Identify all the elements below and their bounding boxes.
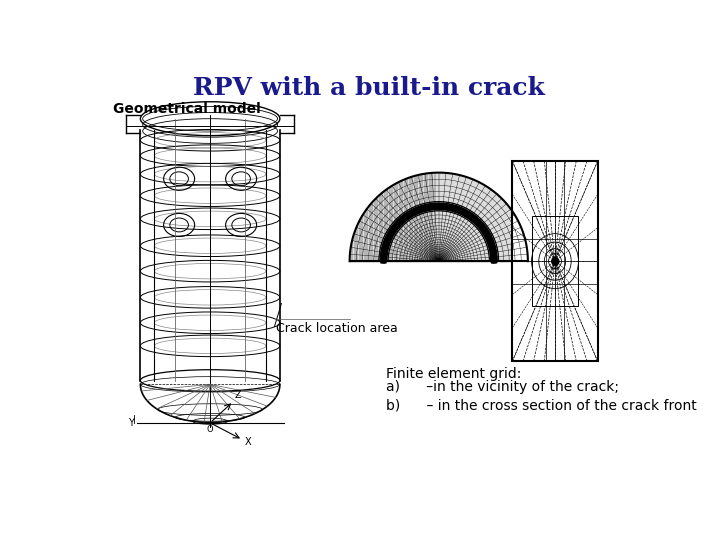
Bar <box>350 260 528 262</box>
Text: Z: Z <box>235 390 241 400</box>
Text: Crack location area: Crack location area <box>276 322 397 335</box>
Text: Geometrical model: Geometrical model <box>113 102 261 116</box>
Bar <box>531 216 578 306</box>
Text: X: X <box>244 437 251 447</box>
Text: Finite element grid:: Finite element grid: <box>386 367 521 381</box>
Bar <box>513 161 598 361</box>
Text: b)      – in the cross section of the crack front: b) – in the cross section of the crack f… <box>386 399 697 413</box>
Text: RPV with a built-in crack: RPV with a built-in crack <box>193 76 545 100</box>
Text: Y: Y <box>128 418 134 428</box>
Text: a)      –in the vicinity of the crack;: a) –in the vicinity of the crack; <box>386 381 619 395</box>
Wedge shape <box>350 173 528 261</box>
Text: O: O <box>207 425 213 434</box>
